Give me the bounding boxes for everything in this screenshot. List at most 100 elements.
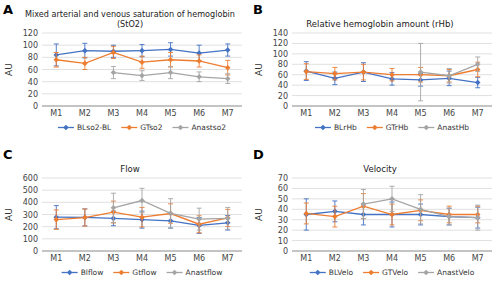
error-bar-cap [197, 208, 202, 209]
error-bar [361, 189, 366, 218]
plot-area [303, 43, 480, 100]
error-bar-cap [418, 194, 423, 195]
plot-area [303, 186, 480, 230]
x-tick-label: M3 [107, 254, 119, 263]
y-tick-label: 80 [28, 53, 38, 62]
x-tick-label: M1 [50, 109, 62, 118]
y-tick-label: 20 [278, 92, 288, 101]
error-bar [390, 186, 395, 211]
error-bar [168, 66, 173, 78]
error-bar-cap [332, 79, 337, 80]
error-bar-cap [111, 78, 116, 79]
error-bar [111, 193, 116, 222]
error-bar-cap [140, 228, 145, 229]
y-tick-label: 60 [278, 71, 288, 80]
figure: 020406080100120M1M2M3M4M5M6M7AUMixed art… [0, 0, 500, 290]
error-bar-cap [168, 227, 173, 228]
marker [139, 73, 145, 79]
legend-label: GTVelo [382, 268, 408, 277]
error-bar-cap [140, 70, 145, 71]
y-tick-label: 100 [273, 50, 288, 59]
marker [361, 201, 367, 207]
marker [82, 215, 88, 221]
error-bar-cap [111, 223, 116, 224]
panel-label: C [3, 147, 13, 162]
error-bar [447, 208, 452, 225]
x-axis-line [42, 106, 242, 107]
legend-label: BLrHb [334, 123, 357, 132]
error-bar-cap [390, 186, 395, 187]
legend-marker [172, 270, 178, 276]
error-bar [140, 45, 145, 57]
x-tick-label: M3 [357, 109, 369, 118]
error-bar [54, 210, 59, 229]
error-bar-cap [197, 71, 202, 72]
y-axis-label: AU [4, 63, 14, 76]
legend-label: Blflow [81, 268, 104, 277]
error-bar-cap [390, 224, 395, 225]
error-bar-cap [418, 223, 423, 224]
error-bar-cap [447, 224, 452, 225]
error-bar-cap [361, 64, 366, 65]
error-bar [82, 57, 87, 69]
error-bar-cap [304, 80, 309, 81]
legend-label: BLVelo [329, 268, 354, 277]
legend-item: GTso2 [121, 123, 162, 132]
marker [196, 50, 202, 56]
error-bar [225, 74, 230, 84]
error-bar-cap [225, 73, 230, 74]
grid-line [42, 93, 242, 94]
error-bar [304, 64, 309, 80]
error-bar-cap [304, 223, 309, 224]
x-axis-line [292, 106, 492, 107]
error-bar-cap [197, 54, 202, 55]
legend-item: BLVelo [310, 268, 354, 277]
x-tick-label: M7 [472, 109, 484, 118]
marker [111, 50, 117, 56]
legend-label: BLso2-BL [77, 123, 112, 132]
error-bar-cap [304, 198, 309, 199]
legend-item: Gtflow [113, 268, 156, 277]
legend-marker [315, 270, 321, 276]
legend-label: AnastHb [437, 123, 469, 132]
error-bar-cap [140, 56, 145, 57]
error-bar [225, 44, 230, 56]
error-bar [418, 195, 423, 224]
error-bar-cap [140, 44, 145, 45]
error-bar-cap [54, 52, 59, 53]
error-bar-cap [111, 46, 116, 47]
marker [139, 48, 145, 54]
title: Velocity [363, 164, 396, 174]
error-bar [304, 203, 309, 224]
plot-area [53, 43, 230, 84]
y-tick-label: 400 [23, 198, 38, 207]
marker [196, 58, 202, 64]
marker [196, 216, 202, 222]
marker [139, 59, 145, 65]
legend-item: Anastflow [167, 268, 223, 277]
title-line: Relative hemoglobin amount (rHb) [306, 19, 453, 29]
grid-line [292, 106, 492, 107]
error-bar-cap [475, 71, 480, 72]
marker [82, 48, 88, 54]
error-bar-cap [475, 205, 480, 206]
grid-line [42, 106, 242, 107]
x-tick-label: M6 [193, 109, 205, 118]
error-bar-cap [168, 42, 173, 43]
error-bar-cap [168, 78, 173, 79]
x-tick-label: M7 [222, 109, 234, 118]
error-bar-cap [82, 208, 87, 209]
legend-label: GTso2 [140, 123, 162, 132]
error-bar-cap [447, 208, 452, 209]
error-bar [447, 68, 452, 83]
y-tick-label: 10 [278, 237, 288, 246]
marker [389, 212, 395, 218]
panel: 020406080100120M1M2M3M4M5M6M7AUMixed art… [3, 2, 242, 132]
error-bar-cap [418, 224, 423, 225]
y-tick-label: 30 [278, 216, 288, 225]
legend-item: Blflow [62, 268, 104, 277]
grid-line [292, 85, 492, 86]
error-bar-cap [197, 45, 202, 46]
legend-item: AnastVelo [418, 268, 475, 277]
x-tick-label: M4 [386, 109, 398, 118]
